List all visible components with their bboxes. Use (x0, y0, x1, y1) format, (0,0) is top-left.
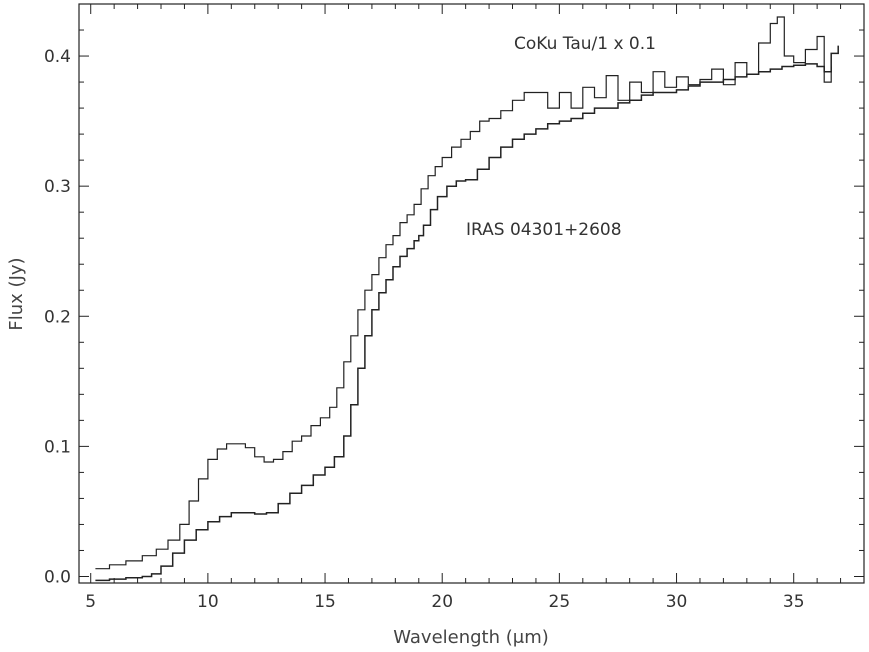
x-tick-label: 20 (431, 592, 453, 612)
labels-layer: 5 10 15 20 25 30 35 0.0 0.1 0.2 0.3 0.4 (44, 47, 805, 612)
y-axis-title: Flux (Jy) (6, 257, 27, 330)
x-tick-label: 25 (549, 592, 571, 612)
x-tick-label: 15 (314, 592, 336, 612)
x-tick-label: 30 (666, 592, 688, 612)
iras-04301-spectrum-line (95, 45, 839, 582)
y-tick-label: 0.4 (44, 47, 71, 67)
x-axis-title: Wavelength (μm) (393, 627, 549, 648)
y-tick-label: 0.2 (44, 307, 71, 327)
y-tick-label: 0.0 (44, 567, 71, 587)
series-annotation-iras: IRAS 04301+2608 (466, 220, 622, 240)
y-tick-label: 0.3 (44, 177, 71, 197)
x-tick-label: 10 (197, 592, 219, 612)
plot-frame (78, 3, 865, 584)
series-layer (95, 16, 839, 582)
x-tick-label: 35 (783, 592, 805, 612)
coku-tau-spectrum-line (95, 16, 832, 570)
x-tick-label: 5 (85, 592, 96, 612)
y-tick-label: 0.1 (44, 437, 71, 457)
ticks-layer (79, 3, 865, 583)
series-annotation-coku: CoKu Tau/1 x 0.1 (514, 34, 656, 54)
